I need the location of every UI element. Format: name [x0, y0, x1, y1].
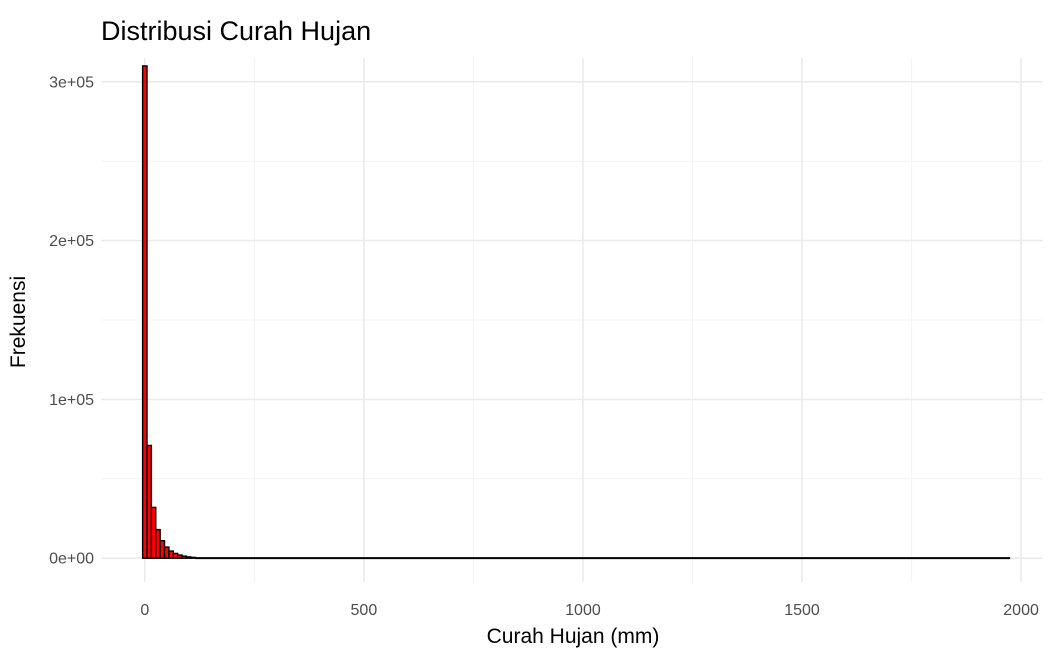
x-axis-title: Curah Hujan (mm): [487, 625, 660, 648]
y-tick-label: 0e+00: [49, 551, 94, 568]
y-tick-label: 3e+05: [49, 74, 94, 91]
histogram-bars: [141, 65, 1011, 560]
x-axis-ticks: 0 500 1000 1500 2000: [140, 602, 1039, 619]
y-axis-ticks: 0e+00 1e+05 2e+05 3e+05: [49, 74, 94, 567]
grid: [101, 58, 1043, 582]
y-tick-label: 1e+05: [49, 392, 94, 409]
histogram-bar: [141, 65, 148, 559]
x-tick-label: 1000: [565, 602, 601, 619]
x-tick-label: 2000: [1003, 602, 1039, 619]
histogram-bar: [190, 556, 196, 559]
y-axis-title: Frekuensi: [7, 276, 30, 368]
chart-title: Distribusi Curah Hujan: [101, 16, 371, 46]
y-tick-label: 2e+05: [49, 233, 94, 250]
x-tick-label: 500: [351, 602, 378, 619]
x-tick-label: 0: [140, 602, 149, 619]
x-tick-label: 1500: [784, 602, 820, 619]
histogram-bar: [146, 444, 153, 559]
